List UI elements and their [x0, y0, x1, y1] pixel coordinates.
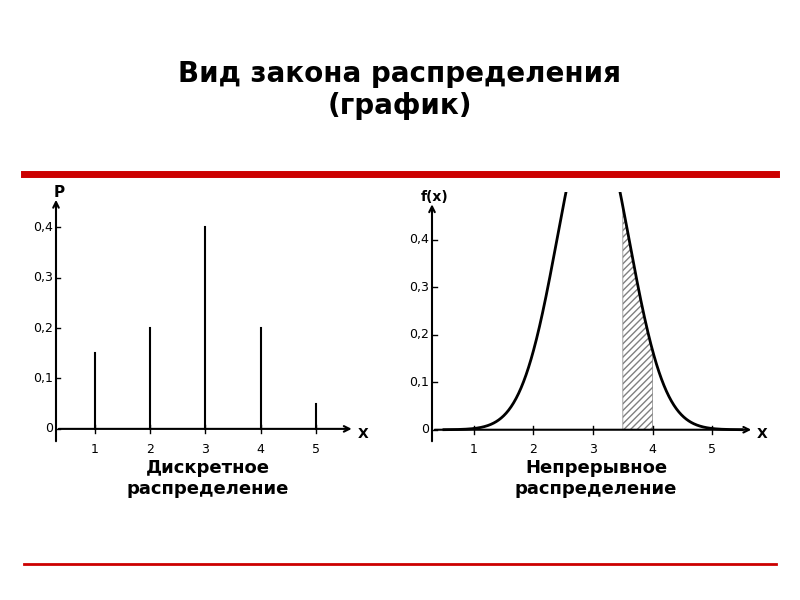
- Text: 0,4: 0,4: [409, 233, 429, 246]
- Text: 3: 3: [202, 443, 209, 456]
- Text: 1: 1: [90, 443, 98, 456]
- Text: Дискретное
распределение: Дискретное распределение: [127, 459, 289, 498]
- Text: 0,3: 0,3: [409, 281, 429, 293]
- Text: P: P: [54, 185, 64, 200]
- Text: 2: 2: [530, 443, 538, 456]
- Text: X: X: [757, 427, 768, 442]
- Text: 3: 3: [589, 443, 597, 456]
- Text: X: X: [358, 427, 368, 441]
- Text: 0: 0: [46, 422, 54, 436]
- Text: f(x): f(x): [421, 190, 449, 204]
- Text: 0,3: 0,3: [34, 271, 54, 284]
- Text: Непрерывное
распределение: Непрерывное распределение: [515, 459, 677, 498]
- Text: 0,1: 0,1: [34, 372, 54, 385]
- Text: 4: 4: [649, 443, 657, 456]
- Text: Вид закона распределения
(график): Вид закона распределения (график): [178, 60, 622, 121]
- Text: 4: 4: [257, 443, 265, 456]
- Text: 0,4: 0,4: [34, 221, 54, 234]
- Text: 1: 1: [470, 443, 478, 456]
- Text: 0,1: 0,1: [409, 376, 429, 389]
- Text: 0,2: 0,2: [34, 322, 54, 335]
- Text: 0,2: 0,2: [409, 328, 429, 341]
- Text: 5: 5: [312, 443, 320, 456]
- Text: 5: 5: [708, 443, 716, 456]
- Text: 0: 0: [421, 423, 429, 436]
- Text: 2: 2: [146, 443, 154, 456]
